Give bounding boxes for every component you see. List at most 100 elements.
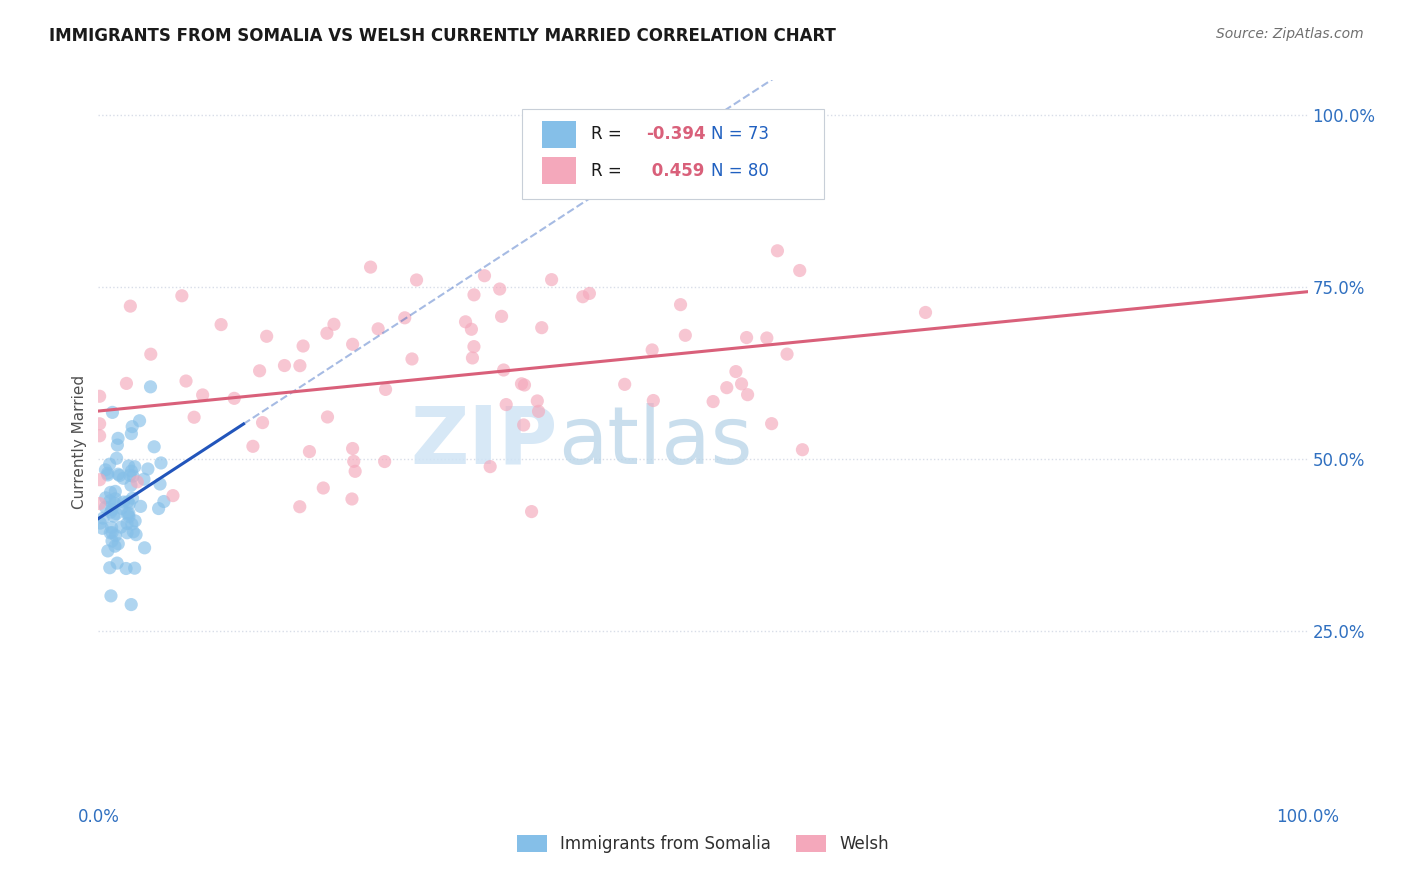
Point xyxy=(730,376,752,391)
Point xyxy=(292,339,315,353)
Point xyxy=(134,541,156,555)
Text: atlas: atlas xyxy=(558,402,752,481)
Point xyxy=(249,364,271,378)
Point xyxy=(100,485,122,500)
Point xyxy=(120,426,142,441)
Point xyxy=(89,417,111,431)
Point xyxy=(643,393,665,408)
Point xyxy=(150,456,173,470)
Point xyxy=(224,392,246,406)
Bar xyxy=(543,157,576,185)
Point xyxy=(191,388,214,402)
Legend: Immigrants from Somalia, Welsh: Immigrants from Somalia, Welsh xyxy=(510,828,896,860)
Point xyxy=(118,509,141,524)
Point xyxy=(139,380,162,394)
Point xyxy=(572,290,595,304)
Point xyxy=(122,524,145,539)
Point xyxy=(526,393,548,408)
Point xyxy=(394,310,416,325)
Point xyxy=(463,288,485,302)
Point xyxy=(107,431,129,445)
Point xyxy=(115,376,138,391)
Point xyxy=(100,589,122,603)
Point xyxy=(343,454,366,468)
Point xyxy=(89,429,111,443)
Point xyxy=(513,378,536,392)
Point xyxy=(252,416,274,430)
Point xyxy=(755,331,778,345)
Point xyxy=(115,516,138,531)
Point xyxy=(153,494,176,508)
Point xyxy=(735,330,758,344)
Point xyxy=(103,496,125,510)
Point xyxy=(527,404,550,418)
Point xyxy=(120,598,142,612)
Point xyxy=(405,273,427,287)
Point xyxy=(101,502,124,516)
Point xyxy=(94,500,117,515)
Point xyxy=(298,444,321,458)
Point xyxy=(613,377,636,392)
Point xyxy=(789,263,811,277)
Point xyxy=(530,320,553,334)
Point xyxy=(122,469,145,483)
Point xyxy=(105,438,128,452)
Point xyxy=(669,298,692,312)
Point xyxy=(98,560,121,574)
Point xyxy=(91,521,114,535)
Point xyxy=(316,409,339,424)
Point xyxy=(100,505,122,519)
Point xyxy=(488,282,510,296)
Point xyxy=(641,343,664,357)
Point xyxy=(737,387,759,401)
Point xyxy=(495,398,517,412)
Point xyxy=(89,497,111,511)
Text: N = 73: N = 73 xyxy=(711,126,769,144)
Point xyxy=(105,507,128,521)
Point xyxy=(340,491,363,506)
FancyBboxPatch shape xyxy=(522,109,824,200)
Point xyxy=(104,539,127,553)
Point xyxy=(342,337,364,351)
Text: 0.459: 0.459 xyxy=(647,161,704,179)
Point xyxy=(512,417,534,432)
Point xyxy=(112,471,135,485)
Point xyxy=(117,495,139,509)
Point xyxy=(323,318,346,332)
Point xyxy=(143,440,166,454)
Point xyxy=(316,326,339,341)
Point xyxy=(127,475,149,489)
Point xyxy=(107,467,129,482)
Point xyxy=(115,561,138,575)
Point xyxy=(105,556,128,570)
Point xyxy=(101,525,124,540)
Bar xyxy=(543,120,576,148)
Point xyxy=(101,405,124,419)
Point xyxy=(312,481,335,495)
Text: R =: R = xyxy=(591,161,627,179)
Text: N = 80: N = 80 xyxy=(711,161,769,179)
Text: Source: ZipAtlas.com: Source: ZipAtlas.com xyxy=(1216,27,1364,41)
Point xyxy=(125,527,148,541)
Point xyxy=(120,478,142,492)
Point xyxy=(98,493,121,508)
Point xyxy=(716,381,738,395)
Text: IMMIGRANTS FROM SOMALIA VS WELSH CURRENTLY MARRIED CORRELATION CHART: IMMIGRANTS FROM SOMALIA VS WELSH CURRENT… xyxy=(49,27,837,45)
Point xyxy=(139,347,162,361)
Point xyxy=(115,525,138,540)
Point xyxy=(183,410,205,425)
Point xyxy=(124,514,146,528)
Point xyxy=(367,322,389,336)
Point xyxy=(540,273,562,287)
Point xyxy=(97,467,120,482)
Text: ZIP: ZIP xyxy=(411,402,558,481)
Point xyxy=(120,299,142,313)
Point xyxy=(121,419,143,434)
Point xyxy=(463,340,485,354)
Point xyxy=(124,561,146,575)
Point xyxy=(89,389,111,403)
Point xyxy=(673,328,696,343)
Point xyxy=(117,507,139,521)
Point xyxy=(776,347,799,361)
Point xyxy=(118,506,141,520)
